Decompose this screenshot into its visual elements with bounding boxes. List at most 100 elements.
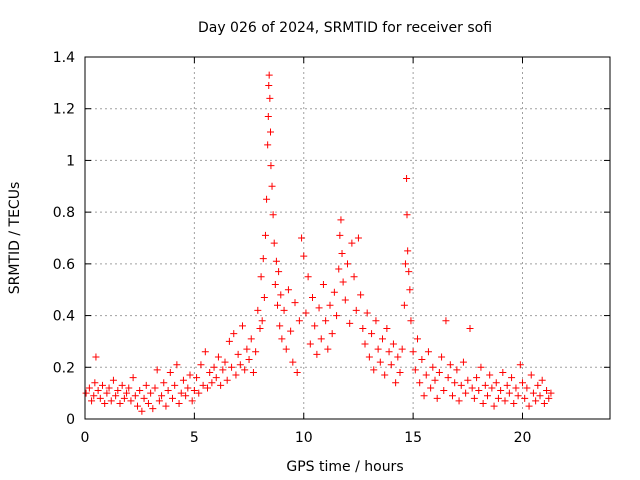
data-point xyxy=(503,381,511,389)
data-point xyxy=(261,231,269,239)
data-point xyxy=(514,392,522,400)
data-point xyxy=(131,392,139,400)
data-point xyxy=(330,288,338,296)
data-point xyxy=(446,361,454,369)
data-point xyxy=(501,397,509,405)
data-point xyxy=(414,335,421,343)
data-point xyxy=(162,402,170,410)
data-point xyxy=(337,216,345,224)
data-point xyxy=(481,381,489,389)
data-point xyxy=(274,301,281,309)
data-point xyxy=(190,387,198,395)
data-point xyxy=(267,128,274,136)
data-point xyxy=(540,399,548,407)
data-point xyxy=(101,399,109,407)
data-point xyxy=(264,112,272,120)
data-point xyxy=(140,394,148,402)
data-point xyxy=(510,399,518,407)
data-point xyxy=(468,384,476,392)
data-point xyxy=(333,312,341,320)
data-point xyxy=(258,317,266,325)
y-tick-label: 0.4 xyxy=(53,309,75,325)
data-point xyxy=(277,291,285,299)
y-tick-label: 0 xyxy=(66,412,75,428)
data-point xyxy=(466,325,474,332)
data-point xyxy=(232,371,240,379)
x-tick-label: 15 xyxy=(404,430,422,446)
y-tick-label: 1.2 xyxy=(53,102,75,118)
data-point xyxy=(195,389,203,397)
data-point xyxy=(295,317,303,325)
data-point xyxy=(484,392,491,400)
data-point xyxy=(256,325,264,332)
data-point xyxy=(96,394,104,402)
data-point xyxy=(328,330,336,338)
data-point xyxy=(94,387,102,395)
data-point xyxy=(125,384,133,392)
data-point xyxy=(457,381,465,389)
data-point xyxy=(247,335,255,343)
data-point xyxy=(245,356,253,364)
data-point xyxy=(173,361,181,369)
data-point xyxy=(370,366,378,374)
data-point xyxy=(201,348,209,356)
data-point xyxy=(107,397,115,405)
data-point xyxy=(427,384,435,392)
data-point xyxy=(538,376,546,384)
data-point xyxy=(350,273,358,281)
data-point xyxy=(259,255,267,263)
data-point xyxy=(459,358,467,366)
data-point xyxy=(486,371,494,379)
data-point xyxy=(477,363,485,371)
data-point xyxy=(293,368,301,376)
data-point xyxy=(123,389,131,397)
data-point xyxy=(291,299,299,307)
data-point xyxy=(433,394,441,402)
data-point xyxy=(431,376,439,384)
x-tick-labels: 0 5 10 15 20 xyxy=(81,430,532,446)
data-point xyxy=(403,211,411,219)
data-point xyxy=(306,340,314,348)
data-point xyxy=(319,281,327,289)
data-point xyxy=(206,368,214,376)
data-point xyxy=(265,71,273,79)
data-point xyxy=(420,392,428,400)
data-point xyxy=(405,268,413,276)
x-tick-label: 0 xyxy=(81,430,90,446)
data-point xyxy=(112,392,120,400)
data-point xyxy=(532,397,540,405)
data-point xyxy=(151,384,159,392)
data-point xyxy=(523,384,531,392)
data-point xyxy=(171,381,179,389)
data-point xyxy=(138,407,146,415)
data-point xyxy=(357,291,365,299)
data-point xyxy=(536,392,544,400)
data-point xyxy=(276,322,284,330)
data-point xyxy=(212,374,220,382)
data-point xyxy=(422,371,430,379)
data-point xyxy=(287,327,295,335)
data-point xyxy=(470,394,478,402)
data-point xyxy=(464,376,472,384)
data-point xyxy=(494,394,502,402)
data-point xyxy=(298,234,306,242)
data-point xyxy=(311,322,319,330)
data-point xyxy=(144,399,152,407)
data-point xyxy=(275,268,283,276)
data-point xyxy=(204,384,211,392)
data-point xyxy=(442,317,450,325)
data-point xyxy=(221,358,229,366)
data-point xyxy=(519,379,526,387)
data-point xyxy=(177,389,185,397)
data-point xyxy=(164,387,172,395)
data-point xyxy=(228,363,236,371)
data-point xyxy=(385,348,393,356)
data-point xyxy=(444,374,452,382)
y-tick-label: 1.4 xyxy=(53,50,75,66)
data-point xyxy=(317,335,325,343)
data-point xyxy=(416,379,424,387)
data-point xyxy=(365,353,373,361)
data-point xyxy=(243,345,251,353)
data-point xyxy=(346,319,354,327)
data-point xyxy=(92,353,100,361)
